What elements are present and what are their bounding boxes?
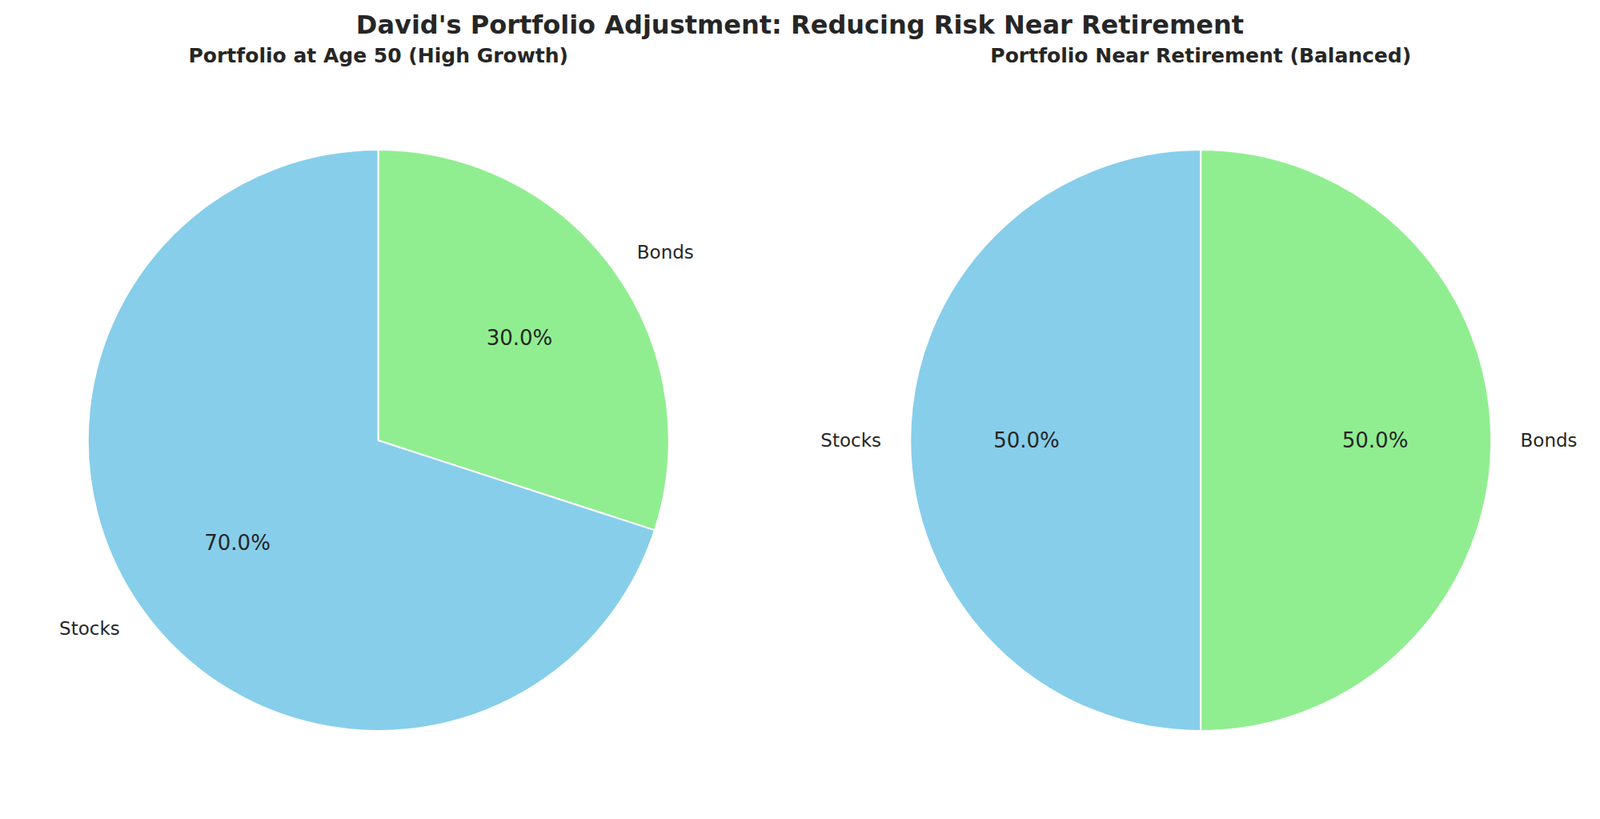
chart-title: Portfolio at Age 50 (High Growth) [188,44,569,68]
slices [88,149,670,731]
chart-svg: David's Portfolio Adjustment: Reducing R… [0,0,1600,819]
slice-label: Bonds [637,241,694,263]
pie-panel: Portfolio at Age 50 (High Growth) Stocks 7… [59,44,694,731]
slice-percent: 30.0% [486,325,554,350]
labels: Stocks 50.0% Bonds 50.0% [820,428,1577,453]
slice-label: Bonds [1520,429,1578,451]
pie-panel: Portfolio Near Retirement (Balanced) Stoc… [820,44,1577,731]
slice-label: Stocks [820,429,882,451]
pie-slice [1200,149,1492,731]
pie-slice [378,149,670,530]
slice-percent: 70.0% [204,530,271,555]
slice-percent: 50.0% [1342,428,1409,453]
slices [910,149,1492,731]
pie-slice [910,149,1201,731]
labels: Stocks 70.0% Bonds 30.0% [59,241,694,638]
chart-title: Portfolio Near Retirement (Balanced) [990,44,1412,68]
slice-percent: 50.0% [993,428,1060,453]
figure-title: David's Portfolio Adjustment: Reducing R… [356,9,1244,41]
slice-label: Stocks [59,617,121,639]
chart-root: David's Portfolio Adjustment: Reducing R… [0,0,1600,819]
